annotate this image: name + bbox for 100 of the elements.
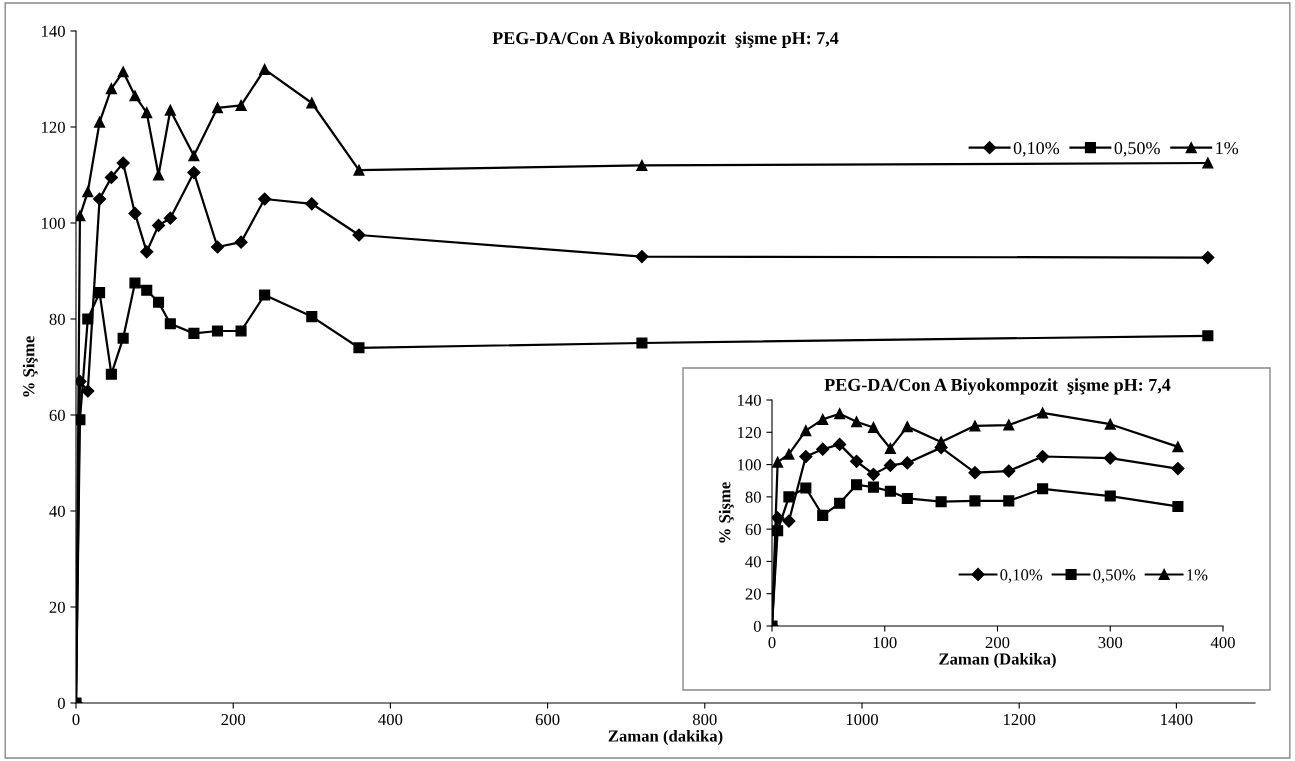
y-tick-label: 60 bbox=[49, 409, 65, 421]
point bbox=[1172, 441, 1184, 453]
point bbox=[352, 228, 366, 242]
point bbox=[884, 485, 896, 497]
point bbox=[128, 206, 142, 220]
point bbox=[94, 116, 106, 128]
point bbox=[211, 325, 224, 337]
x-tick-label: 300 bbox=[1098, 636, 1123, 649]
point bbox=[884, 442, 896, 454]
x-axis-title: Zaman (Dakika) bbox=[939, 652, 1056, 669]
x-tick-label: 1000 bbox=[846, 713, 879, 726]
point bbox=[867, 481, 880, 493]
point bbox=[800, 482, 812, 494]
point bbox=[141, 284, 153, 296]
legend-label: 0,10% bbox=[1013, 141, 1060, 157]
chart-title: PEG-DA/Con A Biyokompozit şişme pH: 7,4 bbox=[492, 31, 839, 48]
point bbox=[901, 492, 913, 505]
point bbox=[140, 245, 154, 259]
point bbox=[834, 497, 846, 509]
point bbox=[901, 421, 913, 433]
point bbox=[81, 384, 95, 398]
x-axis-title: Zaman (dakika) bbox=[608, 729, 723, 746]
point bbox=[867, 421, 880, 433]
point bbox=[105, 83, 117, 95]
point bbox=[1036, 449, 1050, 464]
point bbox=[1037, 483, 1049, 495]
point bbox=[211, 102, 224, 114]
y-tick-label: 100 bbox=[738, 459, 761, 471]
point bbox=[353, 164, 365, 176]
point bbox=[164, 318, 176, 330]
point bbox=[817, 413, 829, 425]
point bbox=[105, 368, 117, 380]
x-tick-label: 400 bbox=[1210, 636, 1235, 649]
y-axis-title: % Şişme bbox=[22, 336, 38, 397]
y-tick-label: 20 bbox=[745, 588, 761, 600]
point bbox=[782, 514, 796, 528]
y-tick-label: 40 bbox=[49, 505, 65, 517]
point bbox=[1103, 451, 1117, 465]
point bbox=[851, 479, 863, 491]
point bbox=[129, 90, 141, 102]
y-tick-label: 0 bbox=[753, 620, 761, 632]
point bbox=[799, 449, 813, 464]
y-tick-label: 140 bbox=[738, 394, 761, 406]
point bbox=[800, 425, 812, 437]
point bbox=[772, 456, 784, 468]
point bbox=[141, 107, 153, 119]
point bbox=[92, 192, 107, 206]
point bbox=[1003, 495, 1015, 507]
point bbox=[969, 420, 981, 432]
point bbox=[1003, 419, 1015, 431]
point bbox=[306, 311, 318, 323]
point bbox=[234, 235, 248, 249]
point bbox=[117, 332, 129, 344]
y-tick-label: 120 bbox=[738, 426, 761, 439]
chart-title: PEG-DA/Con A Biyokompozit şişme pH: 7,4 bbox=[824, 378, 1171, 395]
point bbox=[104, 170, 118, 184]
point bbox=[1104, 490, 1116, 502]
point bbox=[935, 436, 947, 448]
x-tick-label: 0 bbox=[72, 713, 80, 726]
x-tick-label: 800 bbox=[692, 713, 717, 726]
point bbox=[935, 496, 947, 508]
point bbox=[188, 327, 200, 339]
legend-label: 1% bbox=[1187, 569, 1208, 581]
point bbox=[164, 104, 176, 116]
point bbox=[783, 491, 795, 503]
point bbox=[783, 448, 795, 460]
point bbox=[306, 97, 318, 109]
point bbox=[866, 467, 881, 481]
point bbox=[834, 408, 846, 420]
point bbox=[76, 210, 86, 222]
y-tick-label: 100 bbox=[42, 217, 65, 229]
point bbox=[635, 250, 649, 264]
point bbox=[152, 296, 165, 308]
point bbox=[187, 166, 201, 180]
point bbox=[163, 211, 177, 225]
point bbox=[1202, 330, 1214, 342]
y-tick-label: 60 bbox=[745, 523, 761, 536]
point bbox=[259, 289, 271, 301]
point bbox=[817, 509, 829, 521]
point bbox=[235, 99, 247, 111]
point bbox=[210, 240, 225, 254]
y-tick-label: 120 bbox=[42, 121, 65, 133]
y-tick-label: 40 bbox=[745, 556, 761, 568]
legend-label: 0,10% bbox=[1000, 569, 1043, 583]
legend-label: 0,50% bbox=[1114, 141, 1160, 157]
point bbox=[82, 186, 94, 198]
point bbox=[636, 159, 648, 171]
point bbox=[1201, 250, 1215, 265]
point bbox=[94, 287, 106, 299]
x-tick-label: 0 bbox=[768, 636, 776, 649]
legend-label: 0,50% bbox=[1093, 569, 1136, 583]
y-tick-label: 140 bbox=[42, 25, 65, 37]
x-tick-label: 200 bbox=[221, 713, 246, 726]
point bbox=[259, 63, 271, 75]
point bbox=[1002, 464, 1016, 478]
point bbox=[116, 156, 130, 170]
x-tick-label: 600 bbox=[535, 713, 560, 726]
point bbox=[833, 437, 847, 451]
y-tick-label: 0 bbox=[57, 697, 65, 709]
point bbox=[258, 192, 272, 206]
